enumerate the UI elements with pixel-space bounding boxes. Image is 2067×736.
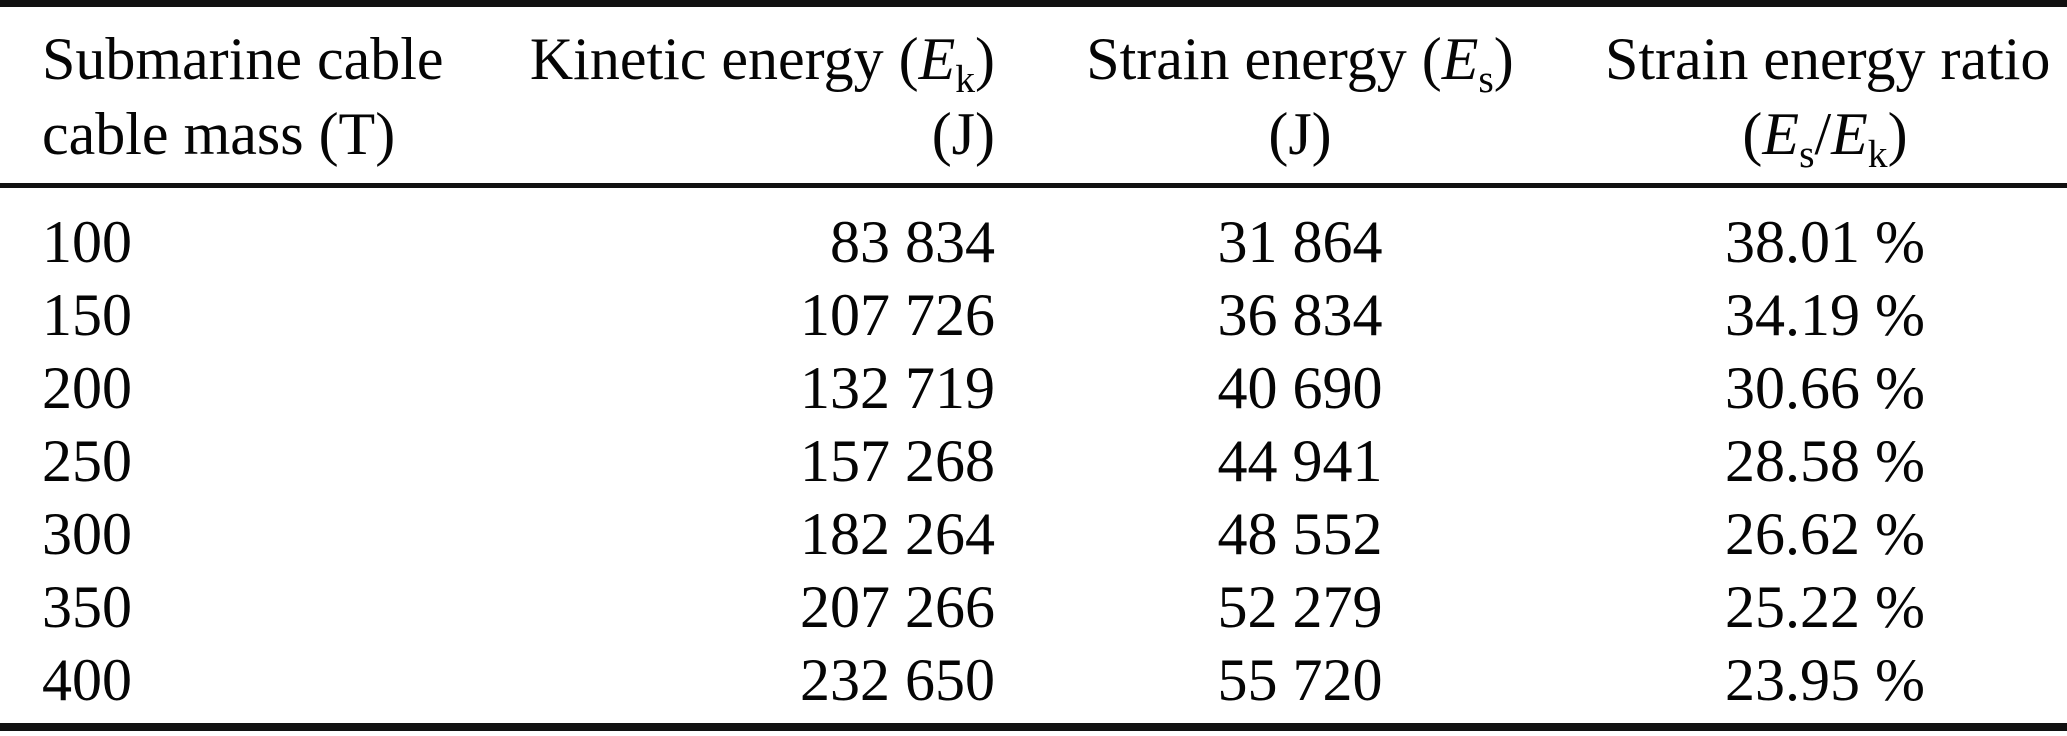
table-row: 150 107 726 36 834 34.19 % xyxy=(0,279,2045,352)
header-line-2: cable mass (T) xyxy=(42,101,396,167)
cell-strain-energy: 48 552 xyxy=(1217,501,1383,567)
column-header-cable-mass: Submarine cable cable mass (T) xyxy=(42,22,500,172)
header-unit: (J) xyxy=(931,101,995,167)
header-line-1: Kinetic energy (Ek) xyxy=(500,22,995,99)
cell-cable-mass: 150 xyxy=(42,282,132,348)
column-header-kinetic-energy: Kinetic energy (Ek) (J) xyxy=(500,22,995,172)
cell-strain-energy: 40 690 xyxy=(1217,355,1383,421)
header-line-1: Strain energy ratio xyxy=(1605,26,2051,92)
table-row: 100 83 834 31 864 38.01 % xyxy=(0,188,2045,279)
cell-kinetic-energy: 107 726 xyxy=(800,282,995,348)
header-formula: (Es/Ek) xyxy=(1605,97,2045,174)
table-row: 200 132 719 40 690 30.66 % xyxy=(0,352,2045,425)
cell-strain-energy: 44 941 xyxy=(1217,428,1383,494)
math-symbol: E xyxy=(918,26,956,92)
math-symbol: E xyxy=(1831,101,1868,167)
cell-strain-energy-ratio: 26.62 % xyxy=(1725,501,1925,567)
cell-strain-energy: 55 720 xyxy=(1217,647,1383,713)
cell-cable-mass: 400 xyxy=(42,647,132,713)
header-text-segment: ) xyxy=(1887,101,1908,167)
header-text-segment: ( xyxy=(1742,101,1763,167)
cell-strain-energy-ratio: 25.22 % xyxy=(1725,574,1925,640)
header-line-1: Strain energy (Es) xyxy=(995,22,1605,99)
cell-cable-mass: 350 xyxy=(42,574,132,640)
math-subscript: k xyxy=(955,57,976,101)
table-header-row: Submarine cable cable mass (T) Kinetic e… xyxy=(0,7,2067,174)
math-symbol: E xyxy=(1441,26,1479,92)
table-row: 400 232 650 55 720 23.95 % xyxy=(0,644,2045,717)
cell-strain-energy: 31 864 xyxy=(1217,209,1383,275)
table-row: 300 182 264 48 552 26.62 % xyxy=(0,498,2045,571)
cell-kinetic-energy: 83 834 xyxy=(830,209,995,275)
header-line-1: Submarine cable xyxy=(42,26,444,92)
cell-kinetic-energy: 182 264 xyxy=(800,501,995,567)
cell-kinetic-energy: 207 266 xyxy=(800,574,995,640)
header-text-segment: Strain energy ( xyxy=(1086,26,1442,92)
table-row: 250 157 268 44 941 28.58 % xyxy=(0,425,2045,498)
cell-strain-energy-ratio: 28.58 % xyxy=(1725,428,1925,494)
column-header-strain-energy: Strain energy (Es) (J) xyxy=(995,22,1605,172)
cell-kinetic-energy: 232 650 xyxy=(800,647,995,713)
header-text-segment: ) xyxy=(1493,26,1514,92)
cell-strain-energy-ratio: 30.66 % xyxy=(1725,355,1925,421)
math-subscript: s xyxy=(1799,132,1815,176)
cell-strain-energy-ratio: 23.95 % xyxy=(1725,647,1925,713)
cell-cable-mass: 200 xyxy=(42,355,132,421)
header-text-segment: Kinetic energy ( xyxy=(529,26,919,92)
header-unit: (J) xyxy=(1268,101,1332,167)
cell-strain-energy-ratio: 34.19 % xyxy=(1725,282,1925,348)
header-text-segment: ) xyxy=(975,26,995,92)
cell-cable-mass: 100 xyxy=(42,209,132,275)
table-top-rule xyxy=(0,0,2067,7)
table-row: 350 207 266 52 279 25.22 % xyxy=(0,571,2045,644)
table-bottom-rule xyxy=(0,723,2067,731)
math-subscript: k xyxy=(1867,132,1888,176)
cell-cable-mass: 250 xyxy=(42,428,132,494)
table-body: 100 83 834 31 864 38.01 % 150 107 726 36… xyxy=(0,188,2045,717)
table-header-rule xyxy=(0,183,2067,188)
math-symbol: E xyxy=(1762,101,1800,167)
header-text-segment: / xyxy=(1814,101,1832,167)
cell-strain-energy-ratio: 38.01 % xyxy=(1725,209,1925,275)
cell-cable-mass: 300 xyxy=(42,501,132,567)
cell-strain-energy: 52 279 xyxy=(1217,574,1383,640)
cell-kinetic-energy: 157 268 xyxy=(800,428,995,494)
column-header-strain-energy-ratio: Strain energy ratio (Es/Ek) xyxy=(1605,22,2051,174)
math-subscript: s xyxy=(1478,57,1494,101)
cell-strain-energy: 36 834 xyxy=(1217,282,1383,348)
cell-kinetic-energy: 132 719 xyxy=(800,355,995,421)
